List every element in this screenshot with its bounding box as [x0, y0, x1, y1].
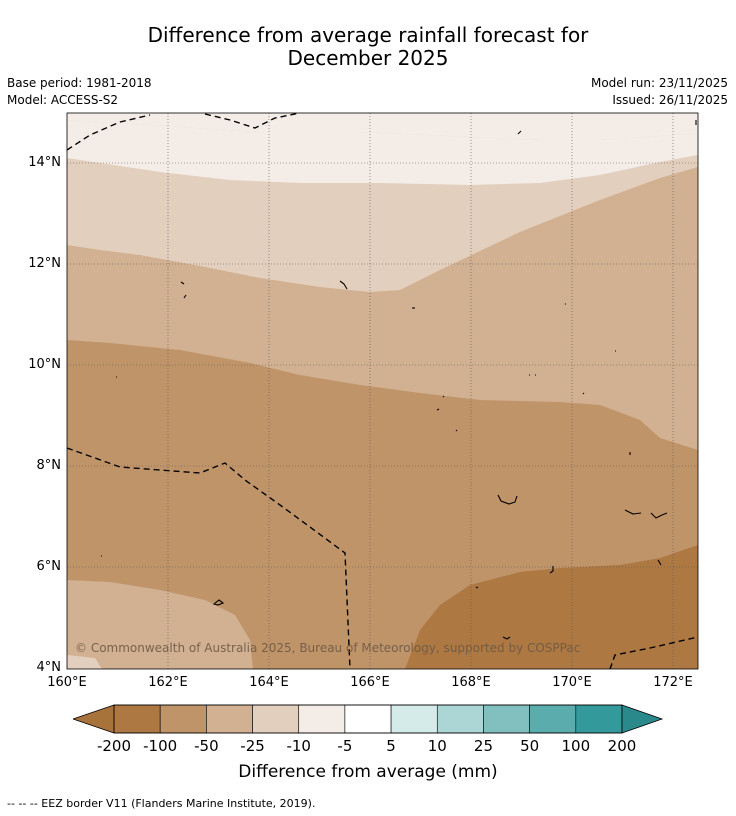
map-frame [66, 112, 699, 670]
colorbar-label: Difference from average (mm) [238, 762, 498, 782]
x-label-162e: 162°E [148, 675, 188, 690]
colorbar-extend-low [73, 705, 114, 733]
colorbar-tick-label: -25 [240, 737, 265, 755]
band-sw-minus50-minus25 [67, 580, 253, 669]
colorbar-cell [575, 704, 623, 734]
y-label-4n: 4°N [36, 660, 62, 675]
issued-date: Issued: 26/11/2025 [612, 93, 728, 107]
colorbar-frame [113, 704, 623, 734]
x-label-170e: 170°E [552, 675, 592, 690]
band-minus200-minus100 [405, 545, 698, 669]
band-sw-minus25-minus10 [67, 655, 102, 669]
colorbar-cells [113, 704, 623, 734]
colorbar-cell [529, 704, 577, 734]
colorbar-tick-label: 25 [473, 737, 493, 755]
colorbar-cell [344, 704, 392, 734]
colorbar-tick-label: 50 [520, 737, 540, 755]
colorbar [72, 704, 664, 734]
y-label-10n: 10°N [28, 357, 61, 372]
map-plot-area [67, 113, 698, 669]
x-label-160e: 160°E [47, 675, 87, 690]
y-label-6n: 6°N [36, 559, 62, 574]
band-minus10-minus5 [67, 120, 698, 185]
model-run: Model run: 23/11/2025 [590, 76, 728, 90]
colorbar-extend-outline [72, 704, 664, 734]
gridlines [67, 113, 698, 669]
colorbar-tick-label: -100 [143, 737, 178, 755]
map-title-line2: December 2025 [287, 46, 449, 70]
eez-border [67, 113, 698, 669]
colorbar-cell [436, 704, 484, 734]
colorbar-tick-label: -10 [286, 737, 311, 755]
colorbar-tick-label: -5 [337, 737, 353, 755]
copyright-notice: © Commonwealth of Australia 2025, Bureau… [75, 641, 581, 655]
x-label-168e: 168°E [451, 675, 491, 690]
colorbar-cell [252, 704, 300, 734]
eez-footnote: -- -- -- EEZ border V11 (Flanders Marine… [7, 797, 316, 810]
x-label-166e: 166°E [350, 675, 390, 690]
model-name: Model: ACCESS-S2 [7, 93, 119, 107]
colorbar-tick-label: -50 [194, 737, 219, 755]
colorbar-cell [159, 704, 207, 734]
colorbar-tick-label: 100 [561, 737, 591, 755]
band-minus10-minus5-top [67, 113, 698, 140]
map-title-line1: Difference from average rainfall forecas… [147, 23, 589, 47]
x-label-164e: 164°E [249, 675, 289, 690]
colorbar-cell [113, 704, 161, 734]
x-label-172e: 172°E [653, 675, 693, 690]
colorbar-cell [206, 704, 253, 734]
colorbar-cell [483, 704, 530, 734]
colorbar-cell [390, 704, 438, 734]
y-label-12n: 12°N [28, 256, 61, 271]
y-label-8n: 8°N [36, 458, 62, 473]
colorbar-cell [298, 704, 346, 734]
colorbar-tick-label: 200 [607, 737, 637, 755]
y-label-14n: 14°N [28, 155, 61, 170]
colorbar-tick-label: 10 [427, 737, 447, 755]
colorbar-tick-label: -200 [96, 737, 132, 755]
colorbar-extend-high [622, 705, 662, 733]
base-period: Base period: 1981-2018 [7, 76, 152, 90]
colorbar-tick-label: 5 [386, 737, 396, 755]
islands [101, 120, 697, 640]
